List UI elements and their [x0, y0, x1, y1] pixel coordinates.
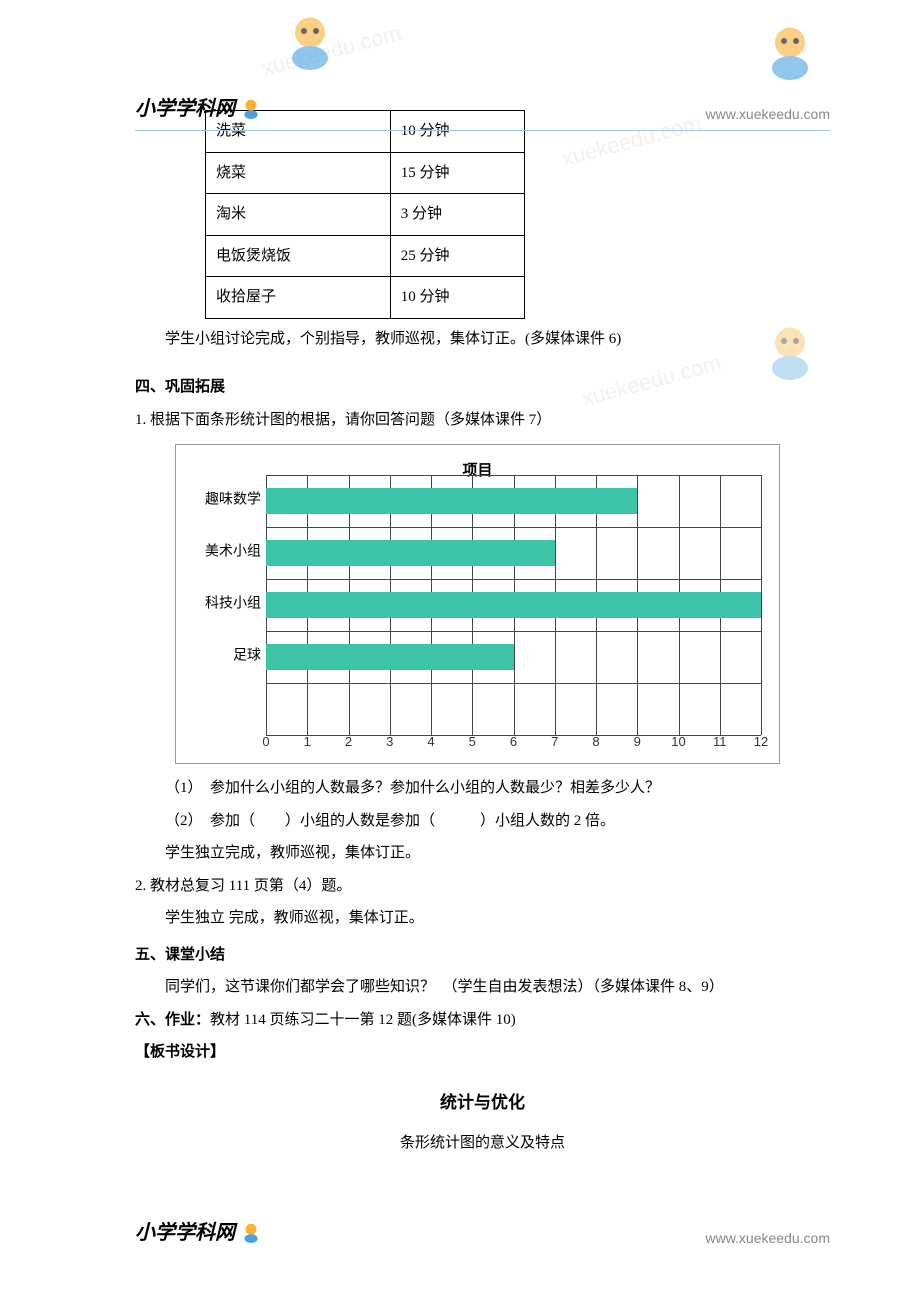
table-row: 淘米3 分钟 [206, 194, 525, 236]
chart-plot-area [266, 475, 761, 735]
cell-task: 电饭煲烧饭 [206, 235, 391, 277]
chart-bar [266, 540, 555, 566]
table-row: 电饭煲烧饭25 分钟 [206, 235, 525, 277]
board-subtitle: 条形统计图的意义及特点 [135, 1129, 830, 1158]
table-row: 烧菜15 分钟 [206, 152, 525, 194]
cell-task: 烧菜 [206, 152, 391, 194]
cell-time: 10 分钟 [390, 277, 524, 319]
chart-xtick-label: 7 [545, 730, 565, 755]
site-logo-text: 小学学科网 [135, 90, 262, 128]
chart-gridline [266, 579, 761, 580]
chart-bar [266, 488, 637, 514]
question: （2） 参加（ ）小组的人数是参加（ ）小组人数的 2 倍。 [165, 807, 830, 836]
mascot-icon [760, 20, 820, 80]
chart-gridline [266, 475, 761, 476]
section-heading: 四、巩固拓展 [135, 373, 830, 402]
chart-gridline [266, 683, 761, 684]
table-row: 收拾屋子10 分钟 [206, 277, 525, 319]
chart-xtick-label: 2 [339, 730, 359, 755]
chart-gridline [266, 527, 761, 528]
cell-time: 25 分钟 [390, 235, 524, 277]
section-prefix: 六、作业： [135, 1012, 210, 1028]
chart-xtick-label: 1 [297, 730, 317, 755]
bar-chart: 项目 0123456789101112趣味数学美术小组科技小组足球 [175, 444, 780, 764]
section-heading: 【板书设计】 [135, 1038, 830, 1067]
chart-xtick-label: 6 [504, 730, 524, 755]
logo-main: 小学学科网 [135, 98, 235, 120]
chart-ylabel: 科技小组 [181, 592, 261, 619]
chart-bar [266, 592, 761, 618]
mascot-icon [240, 97, 262, 119]
chart-xtick-label: 0 [256, 730, 276, 755]
mascot-icon [240, 1221, 262, 1243]
question: （1） 参加什么小组的人数最多？参加什么小组的人数最少？相差多少人？ [165, 774, 830, 803]
paragraph: 学生独立 完成，教师巡视，集体订正。 [165, 904, 830, 933]
chart-ylabel: 足球 [181, 644, 261, 671]
paragraph: 同学们，这节课你们都学会了哪些知识？ （学生自由发表想法）（多媒体课件 8、9） [135, 973, 830, 1002]
chart-gridline [761, 475, 762, 735]
chart-xtick-label: 3 [380, 730, 400, 755]
chart-xtick-label: 10 [669, 730, 689, 755]
paragraph: 2. 教材总复习 111 页第（4）题。 [135, 872, 830, 901]
task-time-table: 洗菜10 分钟 烧菜15 分钟 淘米3 分钟 电饭煲烧饭25 分钟 收拾屋子10… [205, 110, 525, 319]
paragraph: 1. 根据下面条形统计图的根据，请你回答问题（多媒体课件 7） [135, 406, 830, 435]
board-title: 统计与优化 [135, 1087, 830, 1119]
mascot-icon [280, 10, 340, 70]
cell-time: 3 分钟 [390, 194, 524, 236]
cell-task: 淘米 [206, 194, 391, 236]
cell-task: 收拾屋子 [206, 277, 391, 319]
paragraph: 学生小组讨论完成，个别指导，教师巡视，集体订正。(多媒体课件 6) [135, 325, 830, 354]
chart-xtick-label: 9 [627, 730, 647, 755]
site-url: www.xuekeedu.com [705, 101, 830, 128]
chart-xtick-label: 12 [751, 730, 771, 755]
page-header: 小学学科网 www.xuekeedu.com [135, 90, 830, 131]
chart-xtick-label: 5 [462, 730, 482, 755]
section-heading: 六、作业：教材 114 页练习二十一第 12 题(多媒体课件 10) [135, 1006, 830, 1035]
watermark-text: xuekeedu.com [257, 12, 406, 89]
chart-bar [266, 644, 514, 670]
chart-xtick-label: 11 [710, 730, 730, 755]
chart-xtick-label: 4 [421, 730, 441, 755]
site-url: www.xuekeedu.com [705, 1225, 830, 1252]
cell-time: 15 分钟 [390, 152, 524, 194]
section-heading: 五、课堂小结 [135, 941, 830, 970]
chart-xtick-label: 8 [586, 730, 606, 755]
logo-main: 小学学科网 [135, 1222, 235, 1244]
paragraph: 学生独立完成，教师巡视，集体订正。 [165, 839, 830, 868]
page-footer: 小学学科网 www.xuekeedu.com [135, 1214, 830, 1252]
chart-ylabel: 美术小组 [181, 540, 261, 567]
chart-ylabel: 趣味数学 [181, 488, 261, 515]
paragraph: 教材 114 页练习二十一第 12 题(多媒体课件 10) [210, 1012, 516, 1028]
site-logo-text: 小学学科网 [135, 1214, 262, 1252]
chart-gridline [266, 631, 761, 632]
